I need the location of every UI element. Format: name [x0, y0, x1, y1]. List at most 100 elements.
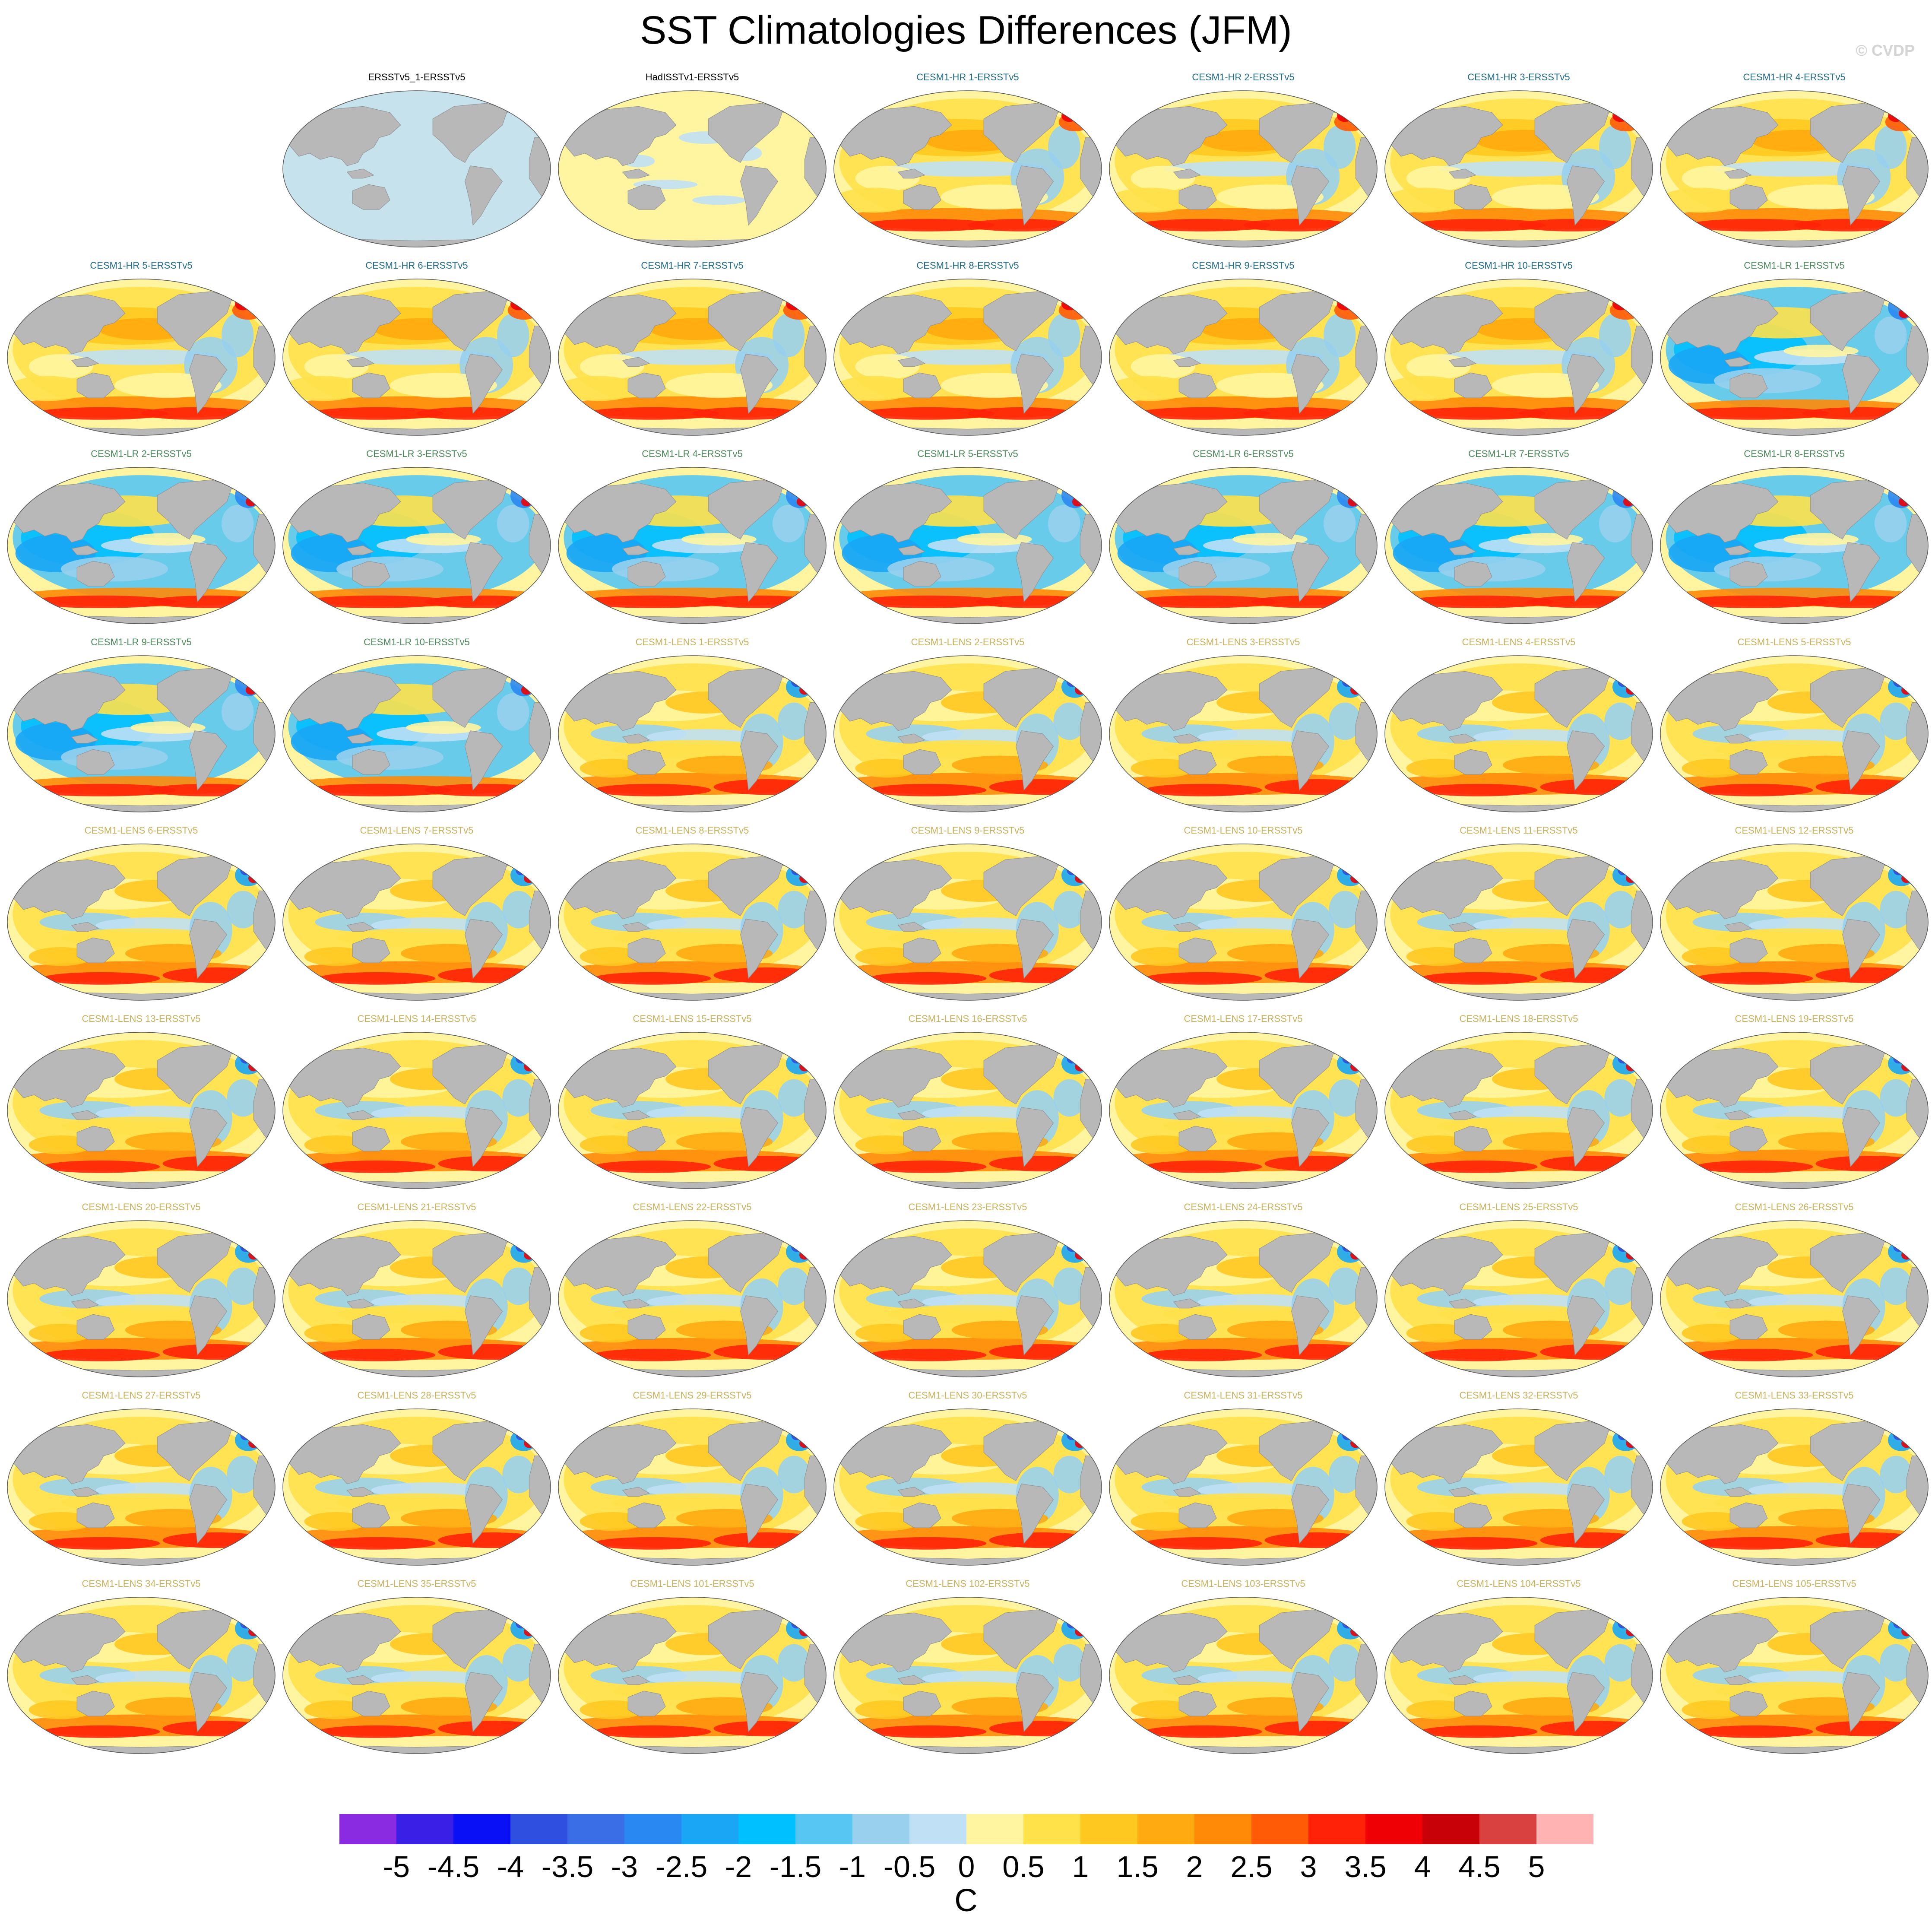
sst-anomaly-region — [989, 1344, 1096, 1360]
land-mass — [1016, 165, 1054, 226]
land-mass — [627, 184, 666, 210]
sst-anomaly-region — [1329, 1456, 1361, 1494]
sst-anomaly-region — [585, 407, 719, 420]
sst-anomaly-region — [852, 595, 1003, 608]
sst-anomaly-region — [1599, 125, 1631, 169]
colorbar-swatch — [795, 1814, 852, 1844]
land-mass — [1906, 1456, 1928, 1526]
panel-title: CESM1-LR 9-ERSSTv5 — [91, 637, 192, 647]
land-mass — [1016, 1295, 1054, 1356]
sst-anomaly-region — [1412, 407, 1546, 420]
land-mass — [1454, 561, 1492, 587]
land-mass — [288, 482, 401, 543]
land-mass — [1080, 1267, 1102, 1337]
sst-anomaly-region — [1385, 376, 1465, 401]
land-mass — [1355, 891, 1377, 961]
land-mass — [1534, 103, 1610, 163]
panel-title: CESM1-LENS 101-ERSSTv5 — [630, 1578, 754, 1589]
sst-anomaly-region — [1880, 1456, 1912, 1494]
sst-anomaly-region — [227, 1267, 259, 1305]
sst-anomaly-region — [1875, 316, 1907, 354]
land-mass — [352, 561, 390, 587]
colorbar-tick-label: 2 — [1186, 1850, 1203, 1884]
land-mass — [76, 749, 115, 775]
land-mass — [627, 1314, 666, 1340]
land-mass — [346, 168, 375, 179]
land-mass — [157, 1233, 233, 1293]
land-mass — [1448, 922, 1477, 932]
land-mass — [1810, 479, 1886, 540]
sst-anomaly-region — [1048, 125, 1080, 169]
land-mass — [253, 891, 275, 961]
land-mass — [1729, 372, 1768, 398]
land-mass — [740, 165, 779, 226]
sst-anomaly-region — [1519, 407, 1626, 420]
sst-anomaly-region — [42, 1537, 160, 1550]
land-mass — [627, 1502, 666, 1528]
land-mass — [352, 749, 390, 775]
sst-anomaly-region — [497, 693, 529, 731]
sst-anomaly-region — [1264, 1344, 1372, 1360]
land-mass — [1906, 1079, 1928, 1149]
land-mass — [189, 542, 228, 603]
land-mass — [740, 1107, 779, 1167]
map-panel: CESM1-LENS 5-ERSSTv5 — [1660, 637, 1929, 812]
land-mass — [622, 357, 650, 367]
sst-anomaly-region — [1599, 504, 1631, 542]
land-mass — [253, 1644, 275, 1714]
panel-title: CESM1-LENS 105-ERSSTv5 — [1732, 1578, 1856, 1589]
land-mass — [839, 482, 952, 543]
sst-anomaly-region — [778, 1267, 810, 1305]
land-mass — [1178, 184, 1217, 210]
land-mass — [1390, 1612, 1503, 1673]
land-mass — [1173, 1487, 1201, 1497]
land-mass — [740, 1295, 779, 1356]
sst-anomaly-region — [1350, 1062, 1361, 1072]
land-mass — [708, 1421, 784, 1481]
sst-anomaly-region — [1898, 308, 1910, 318]
land-mass — [465, 165, 503, 226]
sst-anomaly-region — [1875, 125, 1907, 169]
map-outline — [282, 844, 551, 1001]
land-mass — [71, 545, 99, 555]
map-panel: CESM1-HR 6-ERSSTv5 — [282, 260, 551, 436]
land-mass — [897, 922, 926, 932]
sst-anomaly-region — [1875, 504, 1907, 542]
land-mass — [432, 103, 508, 163]
colorbar-swatch — [1308, 1814, 1365, 1844]
sst-anomaly-region — [438, 1155, 545, 1172]
colorbar-tick-label: -2 — [725, 1850, 752, 1884]
land-mass — [1906, 891, 1928, 961]
land-mass — [288, 1424, 401, 1484]
sst-anomaly-region — [1519, 219, 1626, 232]
sst-anomaly-region — [1626, 1062, 1637, 1072]
land-mass — [1448, 545, 1477, 555]
sst-anomaly-region — [1053, 702, 1086, 740]
sst-anomaly-region — [227, 891, 259, 929]
sst-anomaly-region — [1660, 187, 1741, 213]
panel-title: CESM1-HR 5-ERSSTv5 — [90, 260, 192, 271]
sst-anomaly-region — [1626, 685, 1637, 695]
sst-anomaly-region — [1695, 783, 1813, 796]
sst-anomaly-region — [510, 298, 527, 311]
land-mass — [189, 1672, 228, 1732]
land-mass — [1729, 1126, 1768, 1151]
land-mass — [189, 1295, 228, 1356]
sst-anomaly-region — [593, 1725, 711, 1738]
land-mass — [1906, 702, 1928, 772]
land-mass — [983, 103, 1059, 163]
sst-anomaly-region — [1385, 187, 1465, 213]
panel-title: CESM1-LENS 26-ERSSTv5 — [1735, 1202, 1853, 1212]
sst-anomaly-region — [1264, 1155, 1372, 1172]
sst-anomaly-region — [1324, 313, 1356, 357]
sst-anomaly-region — [593, 972, 711, 985]
land-mass — [1906, 326, 1928, 396]
land-mass — [1114, 482, 1228, 543]
land-mass — [1016, 919, 1054, 979]
sst-anomaly-region — [1604, 1456, 1637, 1494]
sst-anomaly-region — [1061, 298, 1078, 311]
land-mass — [352, 1502, 390, 1528]
land-mass — [622, 1110, 650, 1120]
map-panel: CESM1-LENS 10-ERSSTv5 — [1109, 825, 1378, 1001]
land-mass — [1454, 937, 1492, 963]
